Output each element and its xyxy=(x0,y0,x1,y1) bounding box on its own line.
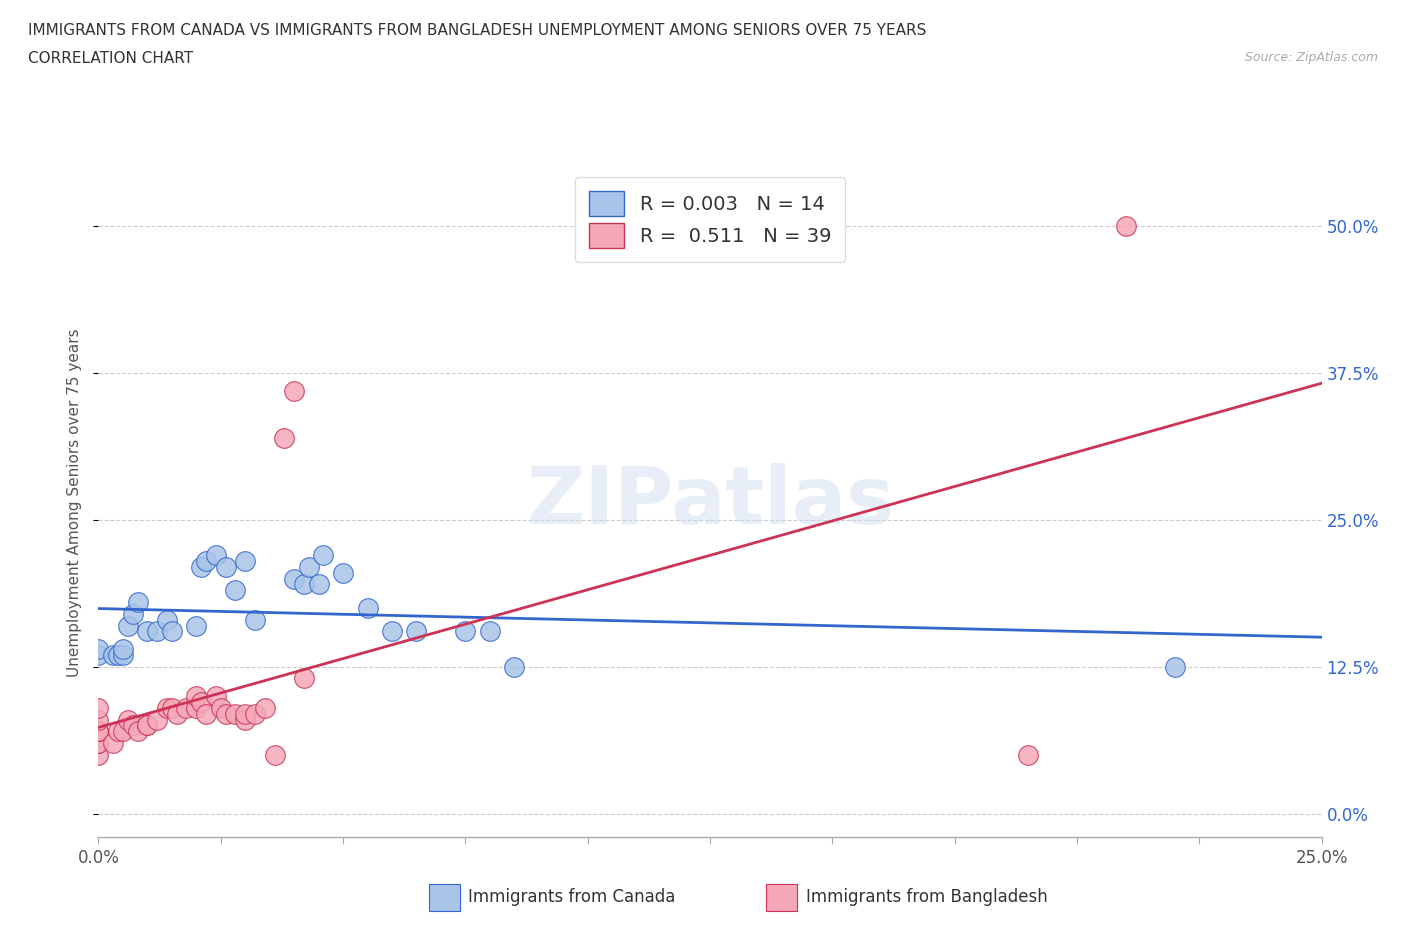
Point xyxy=(87,642,110,657)
Point xyxy=(292,577,315,591)
Point xyxy=(176,700,198,715)
Point xyxy=(356,601,378,616)
Legend: R = 0.003   N = 14, R =  0.511   N = 39: R = 0.003 N = 14, R = 0.511 N = 39 xyxy=(575,177,845,262)
Point xyxy=(273,431,295,445)
Point xyxy=(195,553,218,568)
Point xyxy=(454,624,477,639)
Point xyxy=(1017,748,1039,763)
Point xyxy=(107,724,129,738)
Point xyxy=(101,736,124,751)
Point xyxy=(186,618,208,633)
Point xyxy=(478,624,501,639)
Point xyxy=(136,624,159,639)
Point xyxy=(205,688,228,703)
Text: Immigrants from Canada: Immigrants from Canada xyxy=(468,888,675,907)
Point xyxy=(224,583,246,598)
Point xyxy=(283,383,305,398)
Point xyxy=(186,700,208,715)
Point xyxy=(243,706,266,721)
Point xyxy=(308,577,330,591)
Point xyxy=(190,559,212,574)
Text: IMMIGRANTS FROM CANADA VS IMMIGRANTS FROM BANGLADESH UNEMPLOYMENT AMONG SENIORS : IMMIGRANTS FROM CANADA VS IMMIGRANTS FRO… xyxy=(28,23,927,38)
Point xyxy=(503,659,526,674)
Point xyxy=(205,548,228,563)
Point xyxy=(332,565,354,580)
Point xyxy=(214,559,236,574)
Point xyxy=(243,612,266,627)
Text: Immigrants from Bangladesh: Immigrants from Bangladesh xyxy=(806,888,1047,907)
Point xyxy=(298,559,321,574)
Point xyxy=(127,594,149,609)
Point xyxy=(166,706,188,721)
Point xyxy=(160,700,183,715)
Point xyxy=(111,647,134,662)
Point xyxy=(87,712,110,727)
Point xyxy=(127,724,149,738)
Point xyxy=(121,606,143,621)
Point xyxy=(87,700,110,715)
Point xyxy=(224,706,246,721)
Point xyxy=(87,724,110,738)
Y-axis label: Unemployment Among Seniors over 75 years: Unemployment Among Seniors over 75 years xyxy=(67,328,83,676)
Point xyxy=(209,700,232,715)
Point xyxy=(111,724,134,738)
Point xyxy=(263,748,285,763)
Point xyxy=(233,553,256,568)
Point xyxy=(121,718,143,733)
Point xyxy=(117,712,139,727)
Point xyxy=(156,700,179,715)
Point xyxy=(146,712,169,727)
Point xyxy=(233,706,256,721)
Point xyxy=(312,548,335,563)
Point xyxy=(111,642,134,657)
Point xyxy=(136,718,159,733)
Point xyxy=(87,724,110,738)
Point xyxy=(195,706,218,721)
Point xyxy=(253,700,276,715)
Point xyxy=(146,624,169,639)
Point xyxy=(160,624,183,639)
Point xyxy=(87,736,110,751)
Point xyxy=(214,706,236,721)
Point xyxy=(190,695,212,710)
Point xyxy=(87,724,110,738)
Point xyxy=(283,571,305,586)
Point xyxy=(87,748,110,763)
Point xyxy=(156,612,179,627)
Point xyxy=(87,647,110,662)
Text: CORRELATION CHART: CORRELATION CHART xyxy=(28,51,193,66)
Point xyxy=(381,624,404,639)
Point xyxy=(186,688,208,703)
Point xyxy=(1115,219,1137,233)
Point xyxy=(101,647,124,662)
Point xyxy=(405,624,427,639)
Point xyxy=(87,736,110,751)
Point xyxy=(292,671,315,685)
Text: Source: ZipAtlas.com: Source: ZipAtlas.com xyxy=(1244,51,1378,64)
Point xyxy=(107,647,129,662)
Point xyxy=(136,718,159,733)
Point xyxy=(1164,659,1187,674)
Point xyxy=(117,618,139,633)
Text: ZIPatlas: ZIPatlas xyxy=(526,463,894,541)
Point xyxy=(233,712,256,727)
